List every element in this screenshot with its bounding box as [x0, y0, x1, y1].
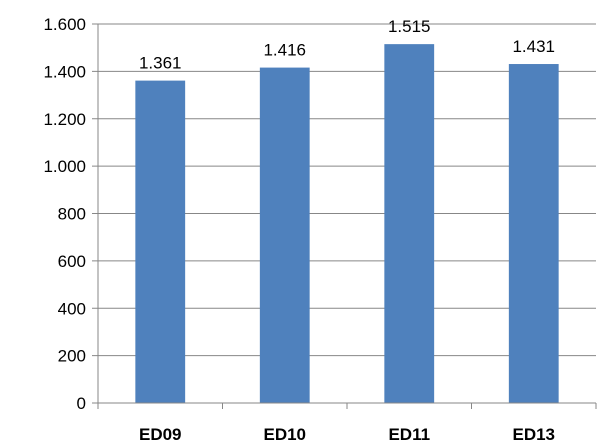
data-label-ed13: 1.431 [512, 37, 555, 56]
y-tick-label: 200 [58, 347, 86, 366]
bar-ed13 [508, 64, 559, 404]
y-tick-label: 0 [77, 394, 86, 413]
category-label-ed13: ED13 [512, 425, 555, 444]
data-label-ed09: 1.361 [139, 54, 182, 73]
data-labels: 1.361 1.416 1.515 1.431 [139, 17, 555, 72]
data-label-ed11: 1.515 [388, 17, 431, 36]
y-tick-label: 1.400 [43, 62, 86, 81]
y-tick-label: 800 [58, 205, 86, 224]
y-tick-label: 400 [58, 299, 86, 318]
data-label-ed10: 1.416 [263, 41, 306, 60]
bar-ed09 [135, 80, 186, 403]
category-label-ed11: ED11 [388, 425, 430, 444]
bar-ed10 [259, 67, 310, 404]
bars [135, 44, 559, 404]
y-tick-label: 600 [58, 252, 86, 271]
axes [92, 23, 597, 409]
bar-ed11 [384, 44, 435, 404]
y-tick-labels: 0 200 400 600 800 1.000 1.200 1.400 1.600 [43, 15, 86, 413]
category-labels: ED09 ED10 ED11 ED13 [139, 425, 555, 444]
y-tick-label: 1.200 [43, 110, 86, 129]
y-tick-label: 1.000 [43, 157, 86, 176]
category-label-ed10: ED10 [263, 425, 306, 444]
y-tick-label: 1.600 [43, 15, 86, 34]
category-label-ed09: ED09 [139, 425, 182, 444]
